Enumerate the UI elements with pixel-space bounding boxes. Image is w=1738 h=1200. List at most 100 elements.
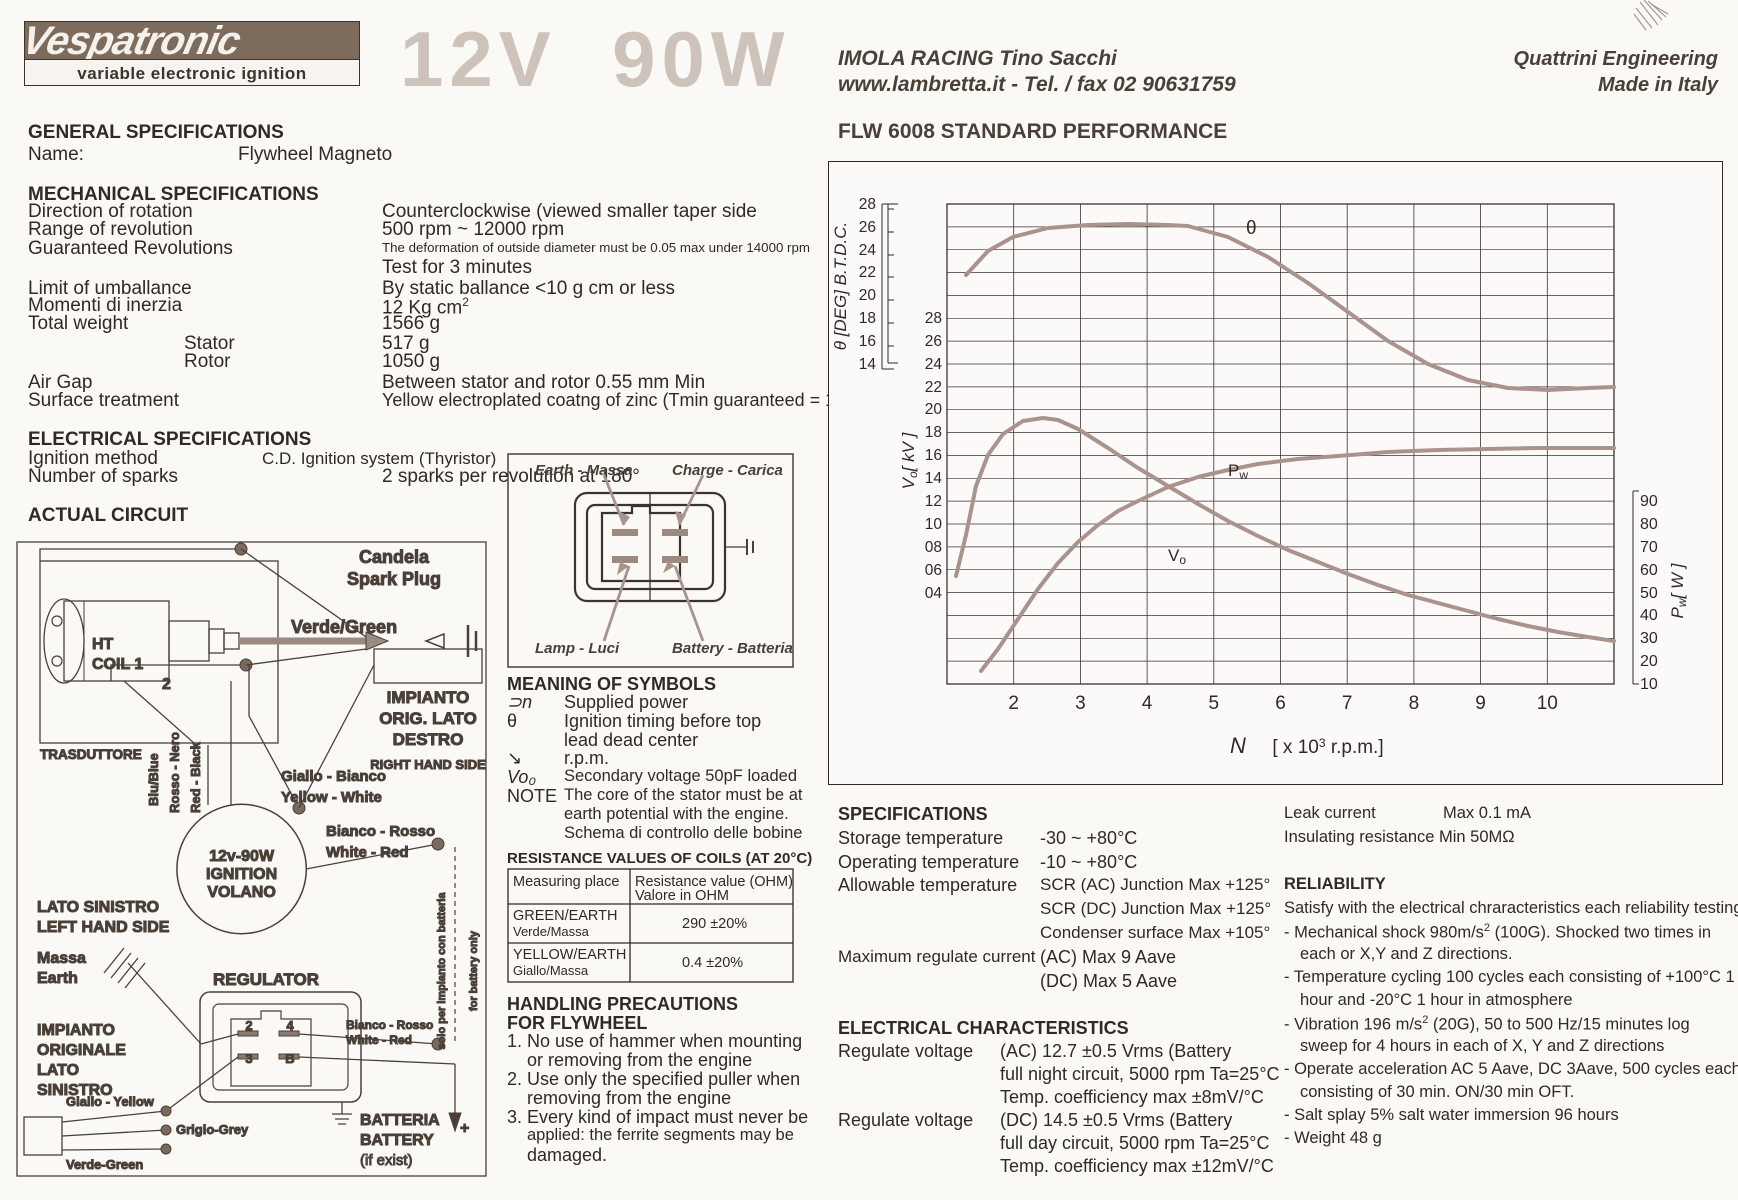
svg-text:BATTERIA: BATTERIA — [360, 1112, 440, 1129]
svg-text:Pw[ W ]: Pw[ W ] — [1668, 562, 1689, 618]
svg-text:Earth: Earth — [37, 970, 78, 987]
svg-text:YELLOW/EARTH: YELLOW/EARTH — [513, 947, 626, 963]
svg-text:Verde/Massa: Verde/Massa — [513, 924, 590, 939]
svg-text:GREEN/EARTH: GREEN/EARTH — [513, 908, 617, 924]
svg-text:LATO SINISTRO: LATO SINISTRO — [37, 899, 159, 916]
svg-text:Bianco - Rosso: Bianco - Rosso — [346, 1018, 433, 1032]
svg-text:Rosso - Nero: Rosso - Nero — [167, 732, 182, 813]
svg-text:50: 50 — [1640, 585, 1658, 602]
svg-text:0.4 ±20%: 0.4 ±20% — [682, 955, 743, 971]
svg-text:14: 14 — [859, 356, 877, 373]
svg-text:10: 10 — [1640, 676, 1658, 693]
svg-text:Spark Plug: Spark Plug — [347, 569, 441, 589]
svg-text:18: 18 — [859, 310, 876, 327]
svg-text:solo per impianto con batteria: solo per impianto con batteria — [436, 892, 448, 1050]
svg-text:70: 70 — [1640, 539, 1658, 556]
svg-text:Verde/Green: Verde/Green — [291, 617, 397, 637]
svg-text:[ x 103 r.p.m.]: [ x 103 r.p.m.] — [1272, 736, 1383, 758]
svg-text:B: B — [285, 1051, 294, 1066]
svg-text:5: 5 — [1209, 693, 1220, 714]
svg-text:Battery - Batteria: Battery - Batteria — [672, 640, 793, 657]
svg-text:9: 9 — [1475, 693, 1486, 714]
svg-text:Grigio-Grey: Grigio-Grey — [176, 1122, 249, 1137]
svg-text:IMPIANTO: IMPIANTO — [37, 1022, 115, 1039]
svg-text:Blu/Blue: Blu/Blue — [146, 753, 161, 806]
svg-text:IGNITION: IGNITION — [206, 866, 277, 883]
svg-text:20: 20 — [1640, 653, 1658, 670]
svg-text:10: 10 — [1537, 693, 1558, 714]
svg-text:TRASDUTTORE: TRASDUTTORE — [40, 747, 142, 762]
svg-text:LEFT HAND SIDE: LEFT HAND SIDE — [37, 919, 170, 936]
svg-text:Vo[ kV ]: Vo[ kV ] — [899, 431, 920, 489]
svg-text:08: 08 — [925, 539, 942, 556]
svg-text:Yellow - White: Yellow - White — [281, 789, 382, 806]
svg-text:3: 3 — [245, 1051, 252, 1066]
svg-text:θ: θ — [1246, 218, 1257, 239]
svg-text:4: 4 — [1142, 693, 1153, 714]
svg-text:Charge - Carica: Charge - Carica — [672, 462, 783, 479]
svg-text:20: 20 — [859, 287, 877, 304]
svg-text:Bianco - Rosso: Bianco - Rosso — [326, 823, 435, 840]
svg-text:Verde-Green: Verde-Green — [66, 1157, 143, 1172]
svg-text:22: 22 — [925, 379, 942, 396]
svg-text:3: 3 — [1075, 693, 1086, 714]
svg-text:Pw: Pw — [1228, 461, 1248, 482]
svg-text:White - Red: White - Red — [346, 1033, 412, 1047]
svg-text:Lamp - Luci: Lamp - Luci — [535, 640, 620, 657]
svg-text:04: 04 — [925, 585, 943, 602]
svg-text:θ [DEG] B.T.D.C.: θ [DEG] B.T.D.C. — [831, 222, 850, 351]
svg-text:16: 16 — [859, 333, 876, 350]
svg-text:(if exist): (if exist) — [360, 1152, 413, 1169]
svg-text:VOLANO: VOLANO — [207, 884, 275, 901]
svg-text:18: 18 — [925, 424, 942, 441]
svg-text:80: 80 — [1640, 516, 1658, 533]
svg-text:Giallo - Bianco: Giallo - Bianco — [281, 768, 386, 785]
svg-text:DESTRO: DESTRO — [393, 730, 464, 749]
svg-text:4: 4 — [286, 1018, 294, 1033]
svg-text:7: 7 — [1342, 693, 1353, 714]
svg-text:10: 10 — [925, 516, 943, 533]
svg-text:for battery only: for battery only — [468, 930, 480, 1011]
svg-text:24: 24 — [859, 242, 877, 259]
svg-text:2: 2 — [245, 1018, 252, 1033]
svg-text:30: 30 — [1640, 630, 1658, 647]
svg-text:REGULATOR: REGULATOR — [213, 970, 319, 989]
svg-text:2: 2 — [1008, 693, 1019, 714]
svg-text:06: 06 — [925, 562, 942, 579]
svg-text:Candela: Candela — [359, 547, 430, 567]
svg-text:28: 28 — [925, 310, 942, 327]
svg-text:RIGHT HAND SIDE: RIGHT HAND SIDE — [370, 757, 486, 772]
svg-text:Valore in OHM: Valore in OHM — [635, 888, 729, 904]
svg-text:Vespatronic: Vespatronic — [25, 22, 245, 60]
svg-text:28: 28 — [859, 196, 876, 213]
svg-text:22: 22 — [859, 264, 876, 281]
svg-text:Measuring place: Measuring place — [513, 874, 619, 890]
svg-text:Red - Black: Red - Black — [188, 741, 203, 813]
svg-text:N: N — [1230, 733, 1246, 758]
svg-text:2: 2 — [162, 676, 171, 693]
svg-text:26: 26 — [925, 333, 942, 350]
svg-text:20: 20 — [925, 401, 943, 418]
svg-text:ORIGINALE: ORIGINALE — [37, 1042, 126, 1059]
svg-text:24: 24 — [925, 356, 943, 373]
svg-text:HT: HT — [92, 636, 114, 653]
svg-text:BATTERY: BATTERY — [360, 1132, 434, 1149]
svg-text:90: 90 — [1640, 493, 1658, 510]
svg-text:12v-90W: 12v-90W — [209, 848, 275, 865]
svg-text:290 ±20%: 290 ±20% — [682, 916, 747, 932]
svg-text:Giallo - Yellow: Giallo - Yellow — [66, 1094, 155, 1109]
svg-text:12: 12 — [925, 493, 942, 510]
svg-text:Giallo/Massa: Giallo/Massa — [513, 963, 589, 978]
svg-text:White - Red: White - Red — [326, 844, 409, 861]
svg-text:Earth - Massa: Earth - Massa — [535, 462, 633, 479]
svg-text:14: 14 — [925, 470, 943, 487]
svg-text:60: 60 — [1640, 562, 1658, 579]
svg-text:26: 26 — [859, 219, 876, 236]
svg-text:IMPIANTO: IMPIANTO — [387, 688, 470, 707]
svg-text:ORIG. LATO: ORIG. LATO — [379, 709, 477, 728]
svg-text:6: 6 — [1275, 693, 1286, 714]
svg-text:Massa: Massa — [37, 950, 86, 967]
svg-text:Vo: Vo — [1168, 546, 1186, 567]
svg-text:8: 8 — [1409, 693, 1420, 714]
svg-text:16: 16 — [925, 447, 942, 464]
